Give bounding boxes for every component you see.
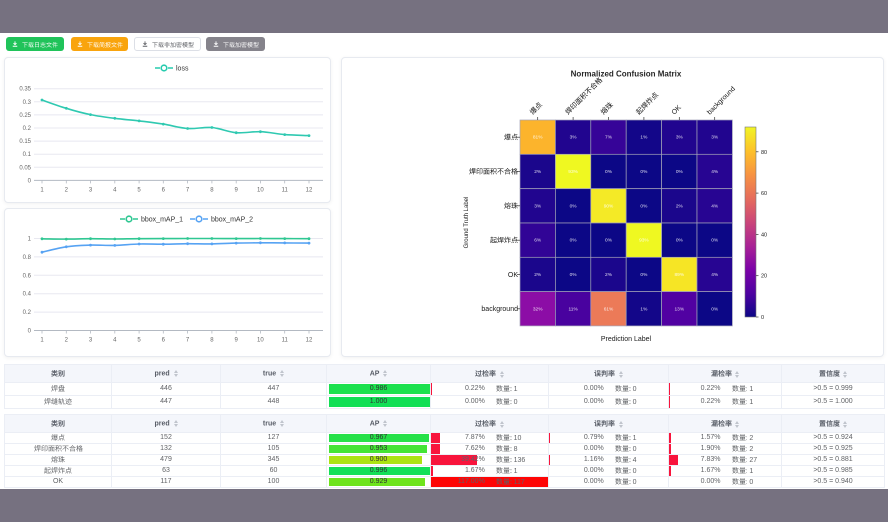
svg-text:11: 11	[282, 187, 289, 193]
svg-text:10: 10	[257, 338, 264, 344]
svg-text:61%: 61%	[604, 306, 614, 312]
svg-text:0%: 0%	[676, 238, 684, 244]
svg-text:11: 11	[282, 338, 289, 344]
svg-text:1%: 1%	[640, 306, 648, 312]
svg-text:0.35: 0.35	[19, 87, 31, 93]
svg-text:0: 0	[28, 178, 32, 184]
svg-text:2%: 2%	[605, 272, 613, 278]
svg-text:0.2: 0.2	[23, 310, 32, 316]
svg-text:3%: 3%	[534, 203, 542, 209]
svg-text:1%: 1%	[640, 135, 648, 141]
svg-text:0.15: 0.15	[19, 139, 31, 145]
svg-text:0%: 0%	[605, 238, 613, 244]
svg-text:6: 6	[162, 338, 166, 344]
svg-text:12: 12	[306, 338, 313, 344]
svg-text:0%: 0%	[570, 272, 578, 278]
svg-text:0%: 0%	[640, 272, 648, 278]
svg-text:0%: 0%	[676, 169, 684, 175]
svg-text:5: 5	[137, 338, 141, 344]
svg-text:3%: 3%	[676, 135, 684, 141]
svg-text:0.8: 0.8	[23, 255, 32, 261]
svg-text:0: 0	[28, 329, 32, 335]
svg-text:0.05: 0.05	[19, 165, 31, 171]
svg-text:90%: 90%	[604, 203, 614, 209]
svg-text:bbox_mAP_2: bbox_mAP_2	[211, 217, 253, 224]
svg-text:0.3: 0.3	[23, 100, 32, 106]
svg-text:background: background	[706, 86, 737, 117]
svg-text:Ground Truth Label: Ground Truth Label	[464, 197, 470, 249]
svg-text:4: 4	[113, 187, 117, 193]
svg-text:7: 7	[186, 187, 190, 193]
svg-text:0.25: 0.25	[19, 113, 31, 119]
svg-text:0%: 0%	[640, 169, 648, 175]
svg-text:0%: 0%	[570, 238, 578, 244]
svg-text:8: 8	[210, 338, 214, 344]
svg-text:2%: 2%	[534, 169, 542, 175]
svg-text:32%: 32%	[533, 306, 543, 312]
svg-text:60: 60	[761, 191, 767, 197]
svg-text:10: 10	[257, 187, 264, 193]
svg-text:0.1: 0.1	[23, 152, 32, 158]
svg-text:4%: 4%	[711, 203, 719, 209]
svg-text:3: 3	[89, 187, 93, 193]
svg-text:13%: 13%	[674, 306, 684, 312]
svg-text:7: 7	[186, 338, 190, 344]
svg-text:93%: 93%	[568, 169, 578, 175]
svg-text:0%: 0%	[605, 169, 613, 175]
svg-text:OK: OK	[508, 272, 518, 279]
svg-text:6: 6	[162, 187, 166, 193]
svg-text:4%: 4%	[711, 169, 719, 175]
svg-text:0%: 0%	[570, 203, 578, 209]
svg-text:8: 8	[210, 187, 214, 193]
svg-text:3: 3	[89, 338, 93, 344]
svg-text:0.4: 0.4	[23, 292, 32, 298]
svg-text:20: 20	[761, 274, 767, 280]
svg-text:93%: 93%	[639, 238, 649, 244]
svg-text:1: 1	[40, 338, 44, 344]
svg-text:3%: 3%	[711, 135, 719, 141]
svg-text:2%: 2%	[676, 203, 684, 209]
svg-text:80: 80	[761, 150, 767, 156]
svg-text:0: 0	[761, 315, 764, 321]
svg-text:bbox_mAP_1: bbox_mAP_1	[141, 217, 183, 224]
svg-text:7%: 7%	[605, 135, 613, 141]
svg-text:12: 12	[306, 187, 313, 193]
svg-text:Prediction Label: Prediction Label	[601, 336, 652, 343]
svg-text:OK: OK	[671, 104, 683, 116]
svg-text:0%: 0%	[711, 238, 719, 244]
svg-text:0.2: 0.2	[23, 126, 32, 132]
svg-text:1: 1	[40, 187, 44, 193]
svg-text:9: 9	[235, 187, 239, 193]
svg-text:loss: loss	[176, 66, 189, 73]
svg-text:89%: 89%	[674, 272, 684, 278]
svg-text:0%: 0%	[711, 306, 719, 312]
svg-text:2: 2	[65, 187, 69, 193]
svg-text:0.6: 0.6	[23, 273, 32, 279]
svg-text:6%: 6%	[534, 238, 542, 244]
svg-text:81%: 81%	[533, 135, 543, 141]
svg-text:background: background	[481, 306, 518, 313]
svg-text:40: 40	[761, 232, 767, 238]
svg-text:Normalized Confusion Matrix: Normalized Confusion Matrix	[571, 70, 682, 79]
svg-text:2%: 2%	[534, 272, 542, 278]
svg-text:3%: 3%	[570, 135, 578, 141]
svg-text:4%: 4%	[711, 272, 719, 278]
svg-text:1: 1	[28, 237, 32, 243]
svg-text:2: 2	[65, 338, 69, 344]
svg-text:9: 9	[235, 338, 239, 344]
svg-text:11%: 11%	[568, 306, 578, 312]
svg-text:4: 4	[113, 338, 117, 344]
svg-text:0%: 0%	[640, 203, 648, 209]
svg-text:5: 5	[137, 187, 141, 193]
